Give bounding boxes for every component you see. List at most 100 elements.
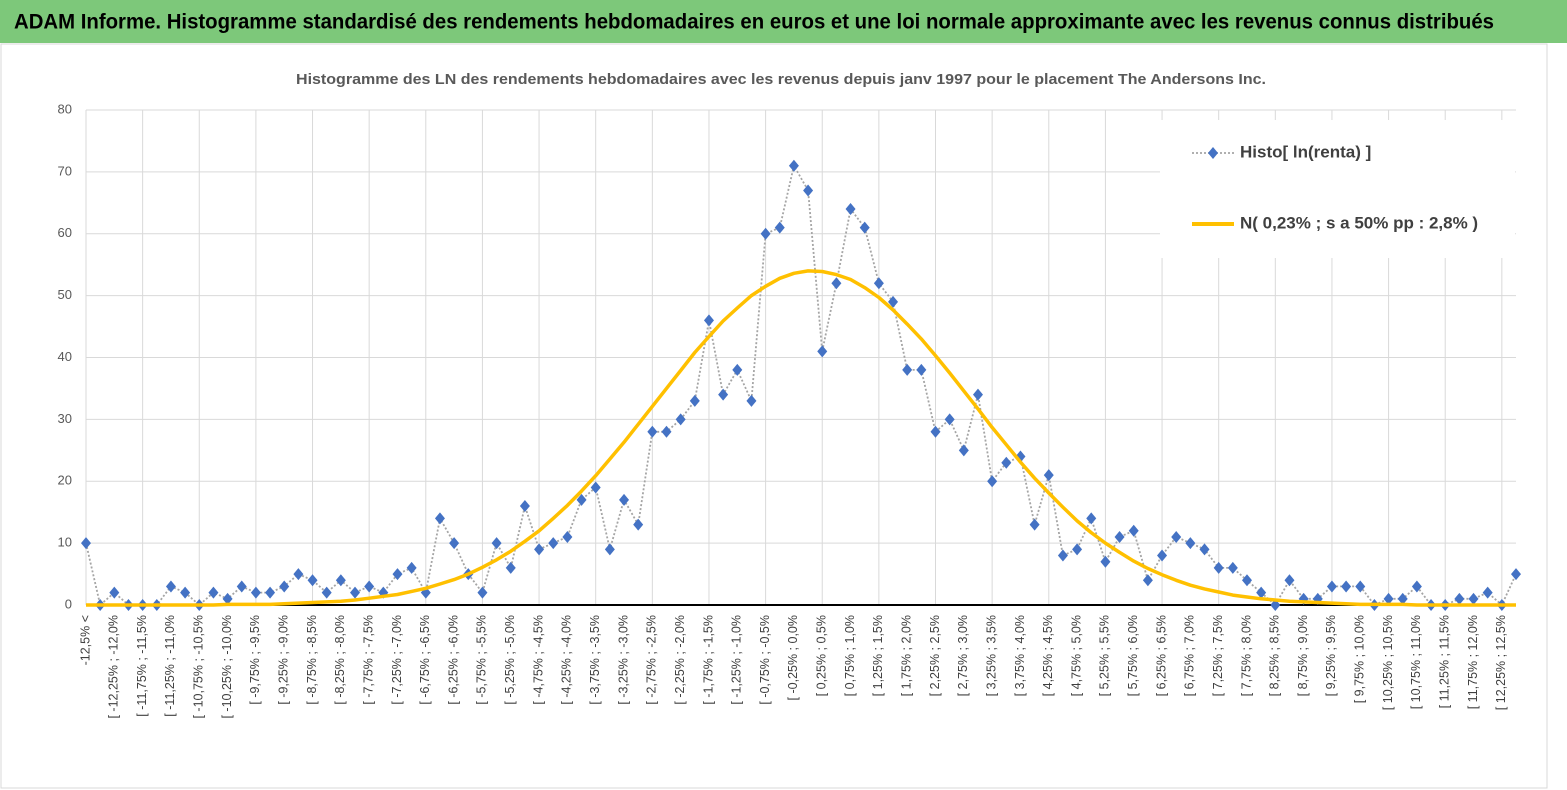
diamond-marker: [406, 561, 417, 574]
diamond-marker: [1341, 580, 1352, 593]
x-tick-label: [ 0,75% ; 1,0%: [843, 615, 857, 696]
y-tick-label: 80: [58, 101, 72, 116]
diamond-marker: [760, 227, 771, 240]
x-tick-label: [ -5,25% ; -5,0%: [503, 615, 517, 705]
title-bar: [0, 0, 1567, 43]
diamond-marker: [1397, 592, 1408, 605]
x-tick-label: [ -6,75% ; -6,5%: [418, 615, 432, 705]
x-tick-label: [ 1,25% ; 1,5%: [871, 615, 885, 696]
diamond-marker: [236, 580, 247, 593]
x-tick-label: [ -11,25% ; -11,0%: [163, 615, 177, 717]
y-tick-label: 50: [58, 287, 72, 302]
diamond-marker: [859, 221, 870, 234]
x-tick-label: [ 2,75% ; 3,0%: [956, 615, 970, 696]
x-tick-label: [ 11,25% ; 11,5%: [1438, 615, 1452, 708]
diamond-marker: [689, 394, 700, 407]
diamond-marker: [1468, 592, 1479, 605]
diamond-marker: [1029, 518, 1040, 531]
diamond-marker: [1057, 549, 1068, 562]
x-tick-label: [ 10,25% ; 10,5%: [1381, 615, 1395, 710]
diamond-marker: [1383, 592, 1394, 605]
series-line: [85, 163, 1517, 607]
diamond-marker: [746, 394, 757, 407]
y-tick-label: 60: [58, 225, 72, 240]
diamond-marker: [1157, 549, 1168, 562]
normal-curve: [86, 269, 1516, 607]
chart-title: Histogramme des LN des rendements hebdom…: [296, 71, 1266, 88]
diamond-marker: [831, 277, 842, 290]
x-tick-label: [ -9,25% ; -9,0%: [277, 615, 291, 705]
x-tick-label: [ 7,25% ; 7,5%: [1211, 615, 1225, 696]
diamond-marker: [661, 425, 672, 438]
x-tick-label: [ -2,25% ; -2,0%: [673, 615, 687, 705]
diamond-marker: [279, 580, 290, 593]
diamond-marker: [165, 580, 176, 593]
diamond-marker: [250, 586, 261, 599]
diamond-marker: [774, 221, 785, 234]
diamond-marker: [1511, 568, 1521, 581]
diamond-marker: [930, 425, 941, 438]
x-tick-label: [ -8,25% ; -8,0%: [333, 615, 347, 705]
diamond-marker: [732, 363, 743, 376]
diamond-marker: [987, 475, 998, 488]
x-tick-label: [ 0,25% ; 0,5%: [815, 615, 829, 696]
diamond-marker: [1142, 574, 1153, 587]
diamond-marker: [916, 363, 927, 376]
legend-marker: [1208, 147, 1218, 159]
diamond-marker: [1284, 574, 1295, 587]
y-tick-label: 10: [58, 535, 72, 550]
diamond-marker: [1256, 586, 1267, 599]
x-tick-label: [ -3,75% ; -3,5%: [588, 615, 602, 705]
diamond-marker: [1043, 469, 1054, 482]
diamond-marker: [350, 586, 361, 599]
diamond-marker: [1100, 555, 1111, 568]
diamond-marker: [958, 444, 969, 457]
x-tick-label: [ -10,25% ; -10,0%: [220, 615, 234, 719]
diamond-marker: [944, 413, 955, 426]
diamond-marker: [845, 203, 856, 215]
diamond-marker: [434, 512, 445, 525]
x-tick-label: [ 1,75% ; 2,0%: [899, 615, 913, 696]
diamond-marker: [703, 314, 714, 327]
x-tick-label: [ 10,75% ; 11,0%: [1409, 615, 1423, 709]
diamond-marker: [1241, 574, 1252, 587]
diamond-marker: [534, 543, 545, 556]
x-tick-label: [ 6,25% ; 6,5%: [1154, 615, 1168, 696]
diamond-marker: [788, 159, 799, 172]
diamond-marker: [1001, 456, 1012, 469]
x-tick-label: [ -4,25% ; -4,0%: [560, 615, 574, 705]
x-tick-label: [ -7,25% ; -7,0%: [390, 615, 404, 705]
x-tick-label: [ 6,75% ; 7,0%: [1183, 615, 1197, 696]
x-tick-label: [ 8,75% ; 9,0%: [1296, 615, 1310, 696]
diamond-marker: [449, 537, 460, 550]
diamond-marker: [1114, 530, 1125, 543]
diamond-marker: [1482, 586, 1493, 599]
x-tick-label: [ -11,75% ; -11,5%: [135, 615, 149, 717]
diamond-marker: [265, 586, 276, 599]
diamond-marker: [1213, 561, 1224, 574]
diamond-marker: [590, 481, 601, 494]
diamond-marker: [81, 537, 91, 550]
diamond-marker: [1355, 580, 1366, 593]
x-tick-label: [ -0,75% ; -0,5%: [758, 615, 772, 705]
diamond-marker: [222, 592, 233, 605]
x-tick-label: [ -7,75% ; -7,5%: [361, 615, 375, 705]
diamond-marker: [307, 574, 318, 587]
x-tick-label: [ 3,75% ; 4,0%: [1013, 615, 1027, 696]
diamond-marker: [1270, 599, 1281, 611]
diamond-marker: [321, 586, 332, 599]
x-tick-label: -12,5% <: [78, 615, 92, 665]
diamond-marker: [619, 493, 630, 506]
diamond-marker: [293, 568, 304, 581]
diamond-marker: [1411, 580, 1422, 593]
x-tick-label: [ -12,25% ; -12,0%: [107, 615, 121, 719]
x-tick-label: [ -6,25% ; -6,0%: [446, 615, 460, 705]
x-tick-label: [ -10,75% ; -10,5%: [192, 615, 206, 719]
x-tick-label: [ -4,75% ; -4,5%: [531, 615, 545, 705]
diamond-marker: [109, 586, 120, 599]
x-tick-label: [ 12,25% ; 12,5%: [1494, 615, 1508, 710]
y-tick-label: 30: [58, 411, 72, 426]
x-tick-label: [ -0,25% ; 0,0%: [786, 615, 800, 700]
x-tick-label: [ 5,25% ; 5,5%: [1098, 615, 1112, 696]
